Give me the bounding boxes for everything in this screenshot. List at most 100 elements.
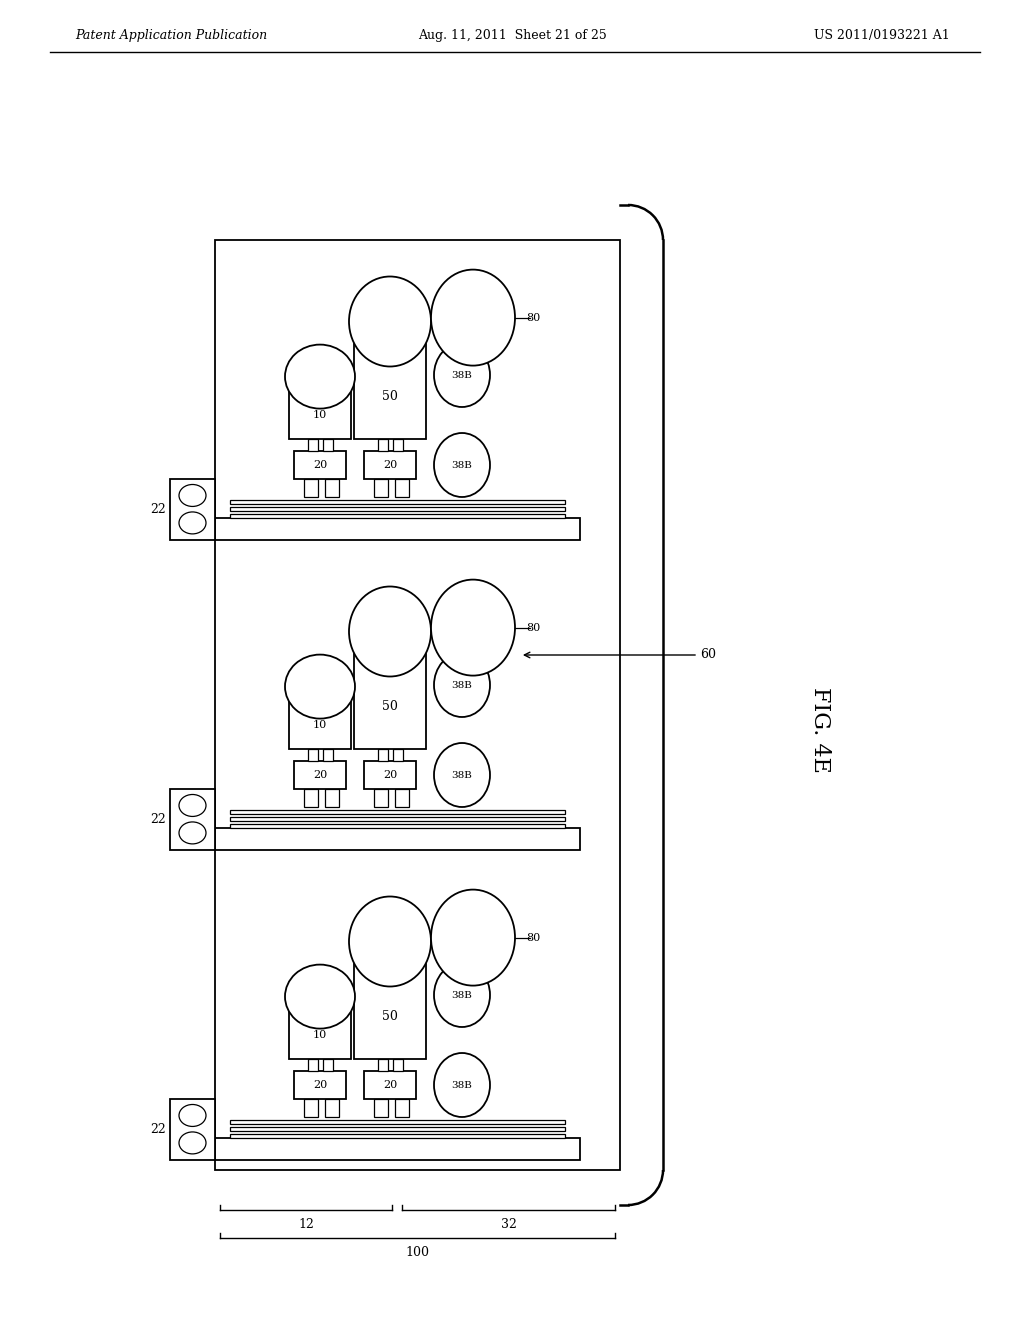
Text: 38B: 38B: [452, 990, 472, 999]
Ellipse shape: [179, 1133, 206, 1154]
Ellipse shape: [285, 655, 355, 718]
Bar: [304, 789, 318, 807]
Bar: [230, 1119, 565, 1125]
Text: 50: 50: [382, 1010, 398, 1023]
Ellipse shape: [434, 743, 490, 807]
Ellipse shape: [434, 343, 490, 407]
Text: 20: 20: [383, 459, 397, 470]
Text: 38B: 38B: [452, 371, 472, 380]
Text: 38B: 38B: [452, 1081, 472, 1089]
Ellipse shape: [434, 1053, 490, 1117]
Bar: [304, 479, 318, 498]
Ellipse shape: [434, 964, 490, 1027]
Text: 22: 22: [151, 813, 166, 826]
Bar: [393, 440, 403, 451]
Bar: [304, 1100, 318, 1117]
Bar: [393, 1059, 403, 1071]
Ellipse shape: [179, 484, 206, 507]
Ellipse shape: [285, 345, 355, 409]
Bar: [354, 345, 426, 440]
Ellipse shape: [179, 512, 206, 533]
Bar: [378, 748, 388, 762]
Bar: [289, 391, 351, 440]
Ellipse shape: [179, 795, 206, 817]
Text: 38B: 38B: [452, 461, 472, 470]
Text: 80: 80: [526, 313, 540, 322]
Text: 20: 20: [383, 770, 397, 780]
Bar: [374, 479, 388, 498]
Text: 50: 50: [382, 389, 398, 403]
Bar: [395, 1100, 409, 1117]
Bar: [325, 1100, 339, 1117]
Bar: [289, 1011, 351, 1059]
Bar: [215, 1138, 580, 1160]
Bar: [364, 762, 416, 789]
Bar: [230, 817, 565, 821]
Text: 38B: 38B: [452, 681, 472, 689]
Text: 60: 60: [700, 648, 716, 661]
Text: 20: 20: [313, 459, 327, 470]
Bar: [230, 507, 565, 511]
Ellipse shape: [431, 269, 515, 366]
Bar: [230, 824, 565, 828]
Text: Patent Application Publication: Patent Application Publication: [75, 29, 267, 41]
Text: 20: 20: [383, 1080, 397, 1090]
Bar: [294, 451, 346, 479]
Bar: [215, 517, 580, 540]
Ellipse shape: [349, 896, 431, 986]
Text: 100: 100: [406, 1246, 429, 1258]
Text: 10: 10: [313, 1030, 327, 1040]
Bar: [230, 500, 565, 504]
Text: FIG. 4E: FIG. 4E: [809, 688, 831, 774]
Ellipse shape: [179, 1105, 206, 1126]
Text: 38B: 38B: [452, 771, 472, 780]
Bar: [395, 789, 409, 807]
Text: 80: 80: [526, 623, 540, 632]
Text: 22: 22: [151, 503, 166, 516]
Text: US 2011/0193221 A1: US 2011/0193221 A1: [814, 29, 950, 41]
Bar: [393, 748, 403, 762]
Text: 20: 20: [313, 1080, 327, 1090]
Ellipse shape: [349, 276, 431, 367]
Ellipse shape: [434, 433, 490, 498]
Ellipse shape: [349, 586, 431, 676]
Bar: [378, 440, 388, 451]
Text: 32: 32: [501, 1217, 516, 1230]
Bar: [325, 789, 339, 807]
Text: 12: 12: [298, 1217, 314, 1230]
Bar: [325, 479, 339, 498]
Text: 10: 10: [313, 411, 327, 420]
Bar: [230, 1127, 565, 1131]
Bar: [170, 789, 215, 850]
Text: 22: 22: [151, 1123, 166, 1137]
Bar: [364, 451, 416, 479]
Bar: [395, 479, 409, 498]
Bar: [215, 828, 580, 850]
Text: 80: 80: [526, 933, 540, 942]
Bar: [289, 701, 351, 748]
Bar: [323, 1059, 333, 1071]
Text: 10: 10: [313, 719, 327, 730]
Ellipse shape: [179, 822, 206, 843]
Bar: [374, 789, 388, 807]
Bar: [230, 513, 565, 517]
Bar: [308, 1059, 318, 1071]
Bar: [230, 1134, 565, 1138]
Bar: [215, 240, 620, 1170]
Bar: [308, 440, 318, 451]
Ellipse shape: [285, 965, 355, 1028]
Ellipse shape: [431, 579, 515, 676]
Bar: [378, 1059, 388, 1071]
Bar: [354, 964, 426, 1059]
Text: Aug. 11, 2011  Sheet 21 of 25: Aug. 11, 2011 Sheet 21 of 25: [418, 29, 606, 41]
Bar: [323, 440, 333, 451]
Ellipse shape: [434, 653, 490, 717]
Bar: [308, 748, 318, 762]
Bar: [294, 1071, 346, 1100]
Bar: [170, 479, 215, 540]
Bar: [230, 810, 565, 814]
Bar: [364, 1071, 416, 1100]
Text: 20: 20: [313, 770, 327, 780]
Bar: [294, 762, 346, 789]
Bar: [374, 1100, 388, 1117]
